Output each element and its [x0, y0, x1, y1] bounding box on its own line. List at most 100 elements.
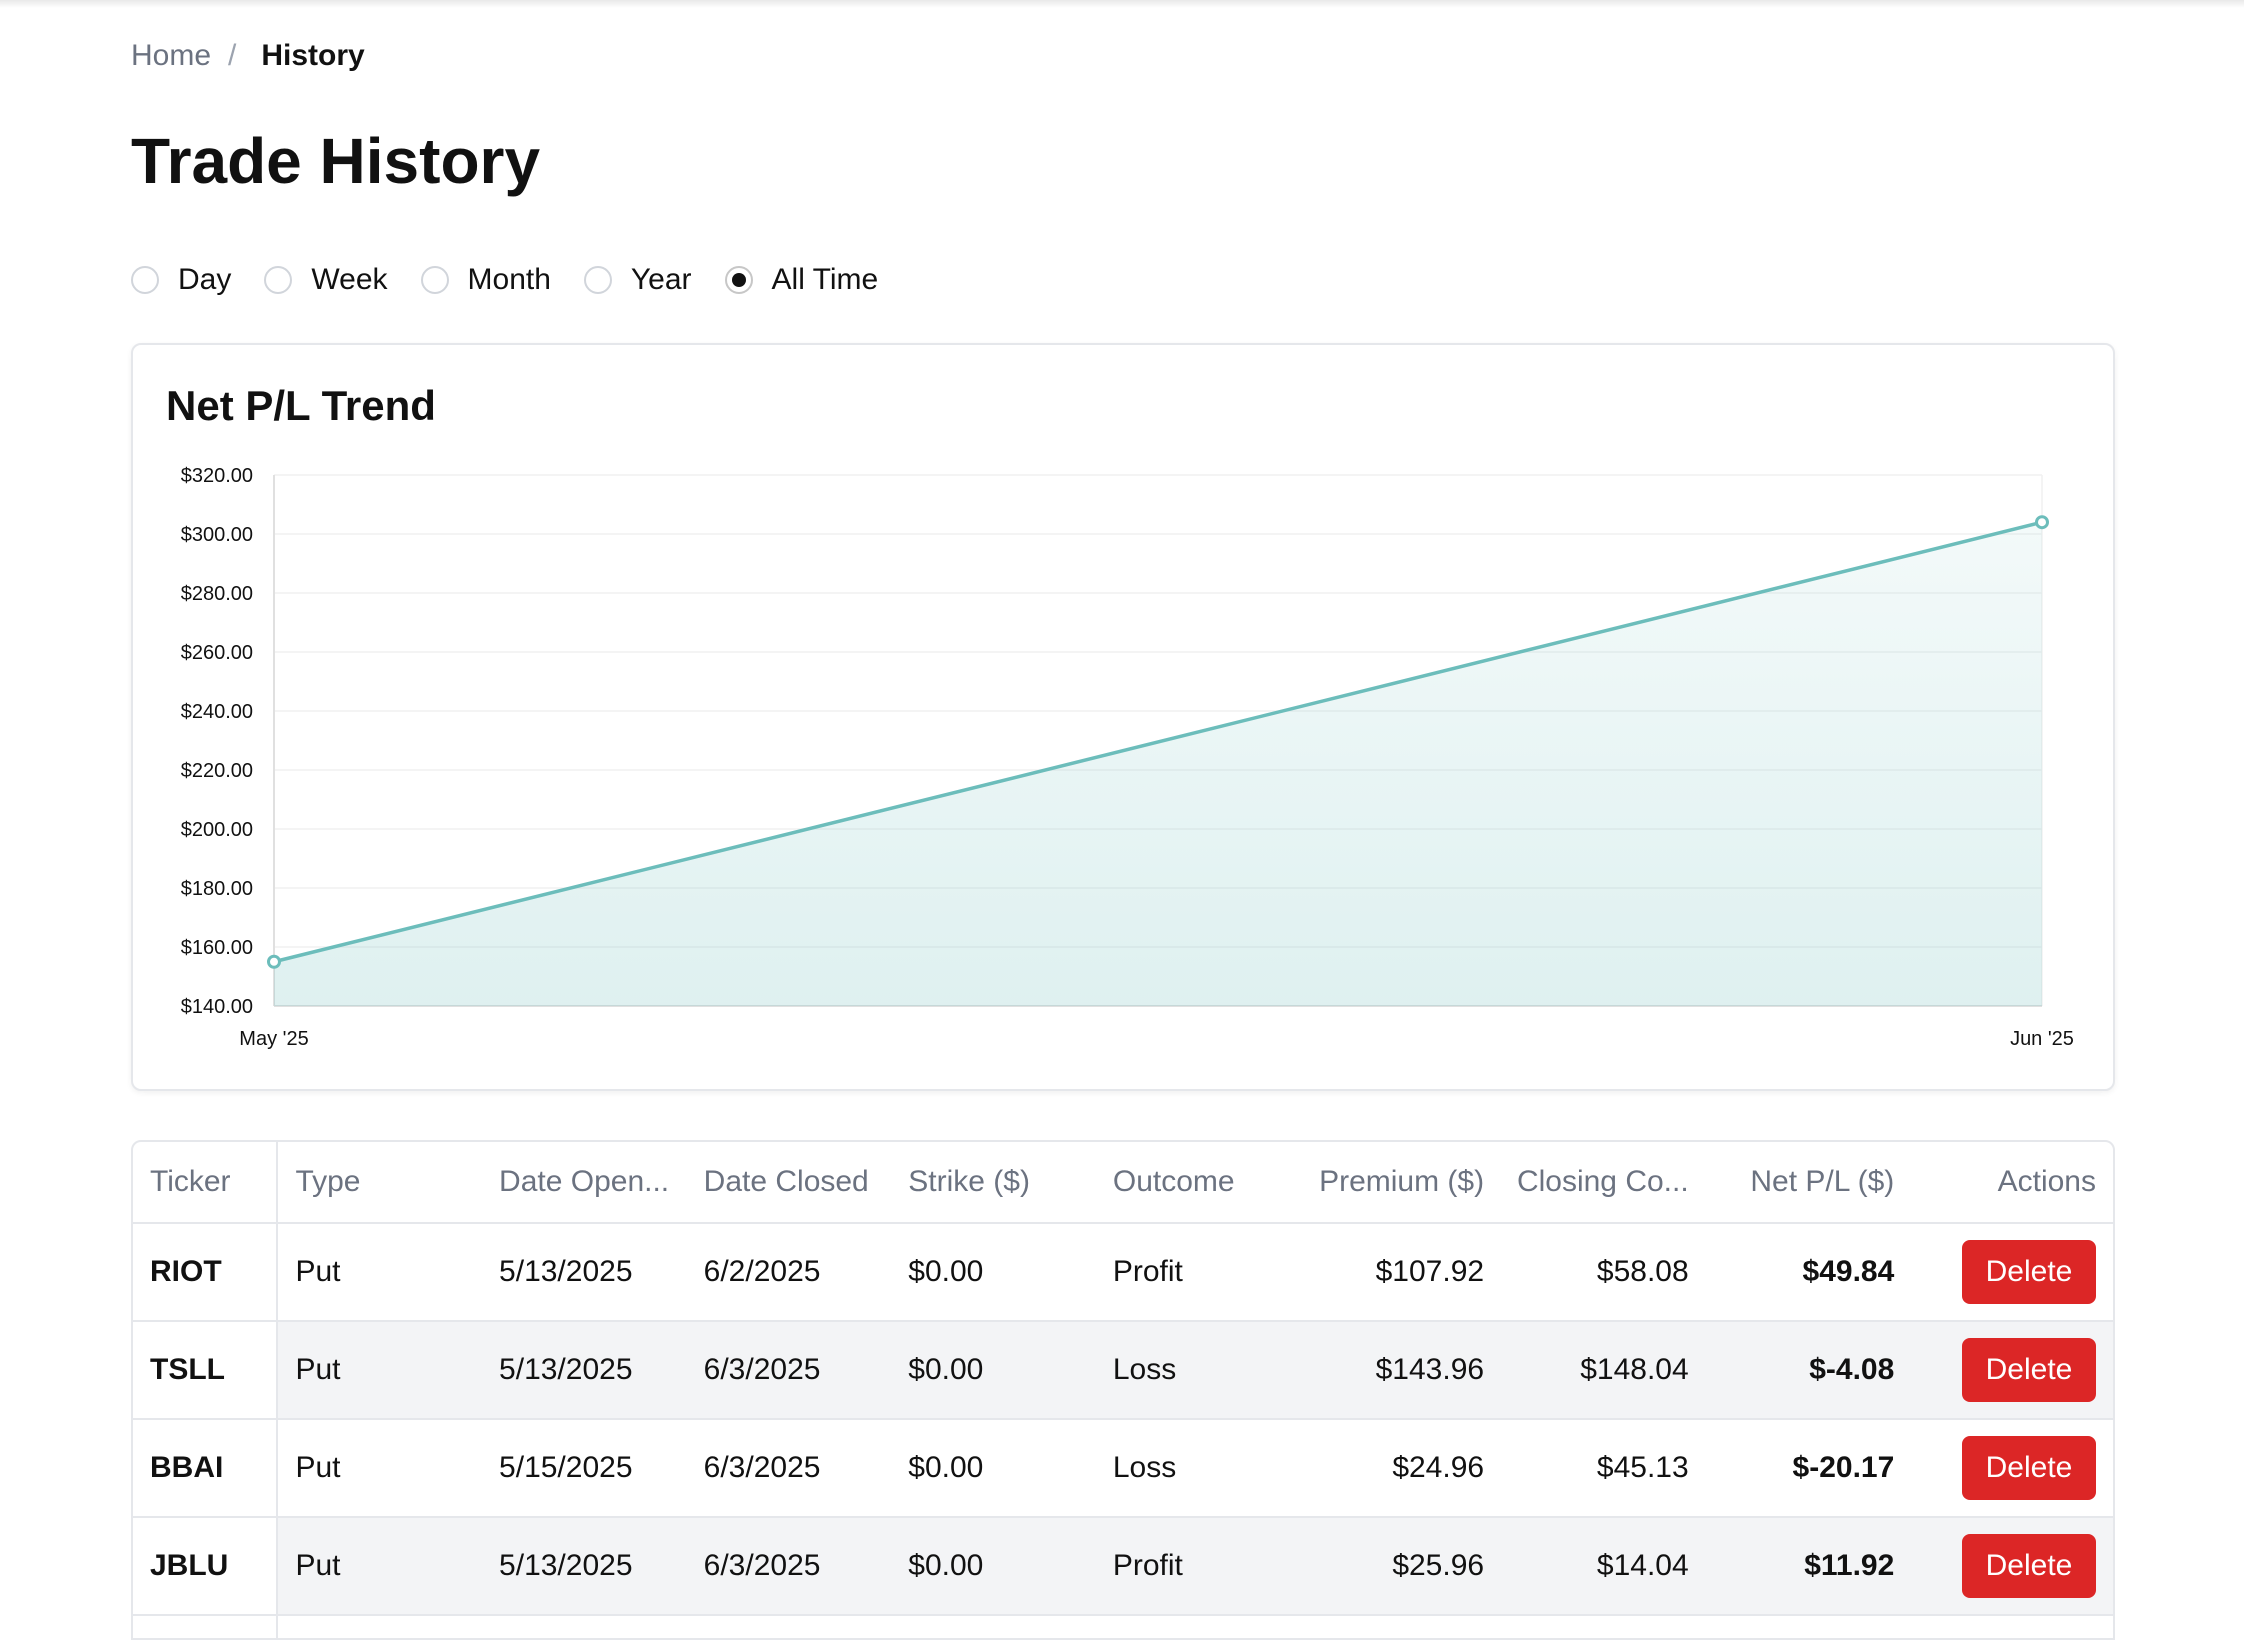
cell-outcome: Loss	[1095, 1321, 1287, 1420]
cell-date-closed: 6/3/2025	[686, 1321, 892, 1420]
cell-actions: Delete	[1911, 1321, 2113, 1420]
breadcrumb-home-link[interactable]: Home	[131, 39, 212, 72]
header-net-pl[interactable]: Net P/L ($)	[1705, 1142, 1912, 1224]
chart-title: Net P/L Trend	[166, 382, 436, 429]
header-strike[interactable]: Strike ($)	[891, 1142, 1096, 1224]
cell-empty	[891, 1615, 1096, 1638]
header-ticker[interactable]: Ticker	[133, 1142, 279, 1224]
cell-empty	[482, 1615, 687, 1638]
y-tick-label: $300.00	[181, 524, 253, 546]
header-premium[interactable]: Premium ($)	[1286, 1142, 1502, 1224]
y-tick-label: $260.00	[181, 642, 253, 664]
header-outcome[interactable]: Outcome	[1095, 1142, 1287, 1224]
range-label-all-time: All Time	[771, 263, 879, 296]
cell-net-pl: $49.84	[1705, 1223, 1912, 1322]
cell-net-pl: $11.92	[1705, 1517, 1912, 1616]
data-point	[2035, 515, 2049, 530]
cell-type: Put	[277, 1321, 483, 1420]
area-fill	[274, 522, 2042, 1006]
y-tick-label: $280.00	[181, 583, 253, 605]
cell-date-opened: 5/13/2025	[482, 1517, 687, 1616]
cell-strike: $0.00	[891, 1223, 1096, 1322]
cell-ticker: JBLU	[133, 1517, 279, 1616]
cell-outcome: Loss	[1095, 1419, 1287, 1518]
trade-history-table: Ticker Type Date Open... Date Closed Str…	[131, 1140, 2115, 1640]
cell-date-opened: 5/15/2025	[482, 1419, 687, 1518]
cell-net-pl: $-20.17	[1705, 1419, 1912, 1518]
table-header-row: Ticker Type Date Open... Date Closed Str…	[133, 1142, 2113, 1224]
series-line	[273, 520, 2043, 964]
breadcrumb: Home / History	[131, 38, 365, 74]
range-option-day[interactable]: Day	[131, 262, 231, 298]
y-tick-label: $200.00	[181, 819, 253, 841]
header-date-closed[interactable]: Date Closed	[686, 1142, 892, 1224]
cell-ticker: RIOT	[133, 1223, 279, 1322]
table-row: BBAI Put 5/15/2025 6/3/2025 $0.00 Loss $…	[133, 1419, 2113, 1518]
cell-date-closed: 6/2/2025	[686, 1223, 892, 1322]
x-tick-label: Jun '25	[2010, 1028, 2074, 1050]
header-closing-cost[interactable]: Closing Co...	[1501, 1142, 1706, 1224]
cell-strike: $0.00	[891, 1321, 1096, 1420]
cell-type	[277, 1615, 483, 1638]
y-tick-label: $140.00	[181, 996, 253, 1018]
cell-empty	[1705, 1615, 1912, 1638]
radio-year[interactable]	[583, 266, 612, 294]
cell-date-closed: 6/3/2025	[686, 1517, 892, 1616]
cell-strike: $0.00	[891, 1419, 1096, 1518]
header-type[interactable]: Type	[277, 1142, 483, 1224]
page-title: Trade History	[131, 125, 541, 197]
delete-button[interactable]: Delete	[1962, 1338, 2096, 1402]
radio-week[interactable]	[264, 266, 293, 294]
range-label-month: Month	[467, 263, 551, 296]
cell-strike: $0.00	[891, 1517, 1096, 1616]
net-pl-chart: $320.00 $300.00 $280.00 $260.00 $240.00 $220.…	[181, 465, 2074, 1050]
range-option-month[interactable]: Month	[420, 262, 551, 298]
radio-month[interactable]	[420, 266, 449, 294]
cell-premium: $25.96	[1286, 1517, 1502, 1616]
cell-ticker	[133, 1615, 279, 1638]
cell-premium: $107.92	[1286, 1223, 1502, 1322]
range-option-year[interactable]: Year	[583, 262, 692, 298]
breadcrumb-current: History	[261, 39, 365, 72]
cell-outcome: Profit	[1095, 1223, 1287, 1322]
data-point	[267, 954, 281, 969]
table-row: RIOT Put 5/13/2025 6/2/2025 $0.00 Profit…	[133, 1223, 2113, 1322]
cell-empty	[686, 1615, 892, 1638]
header-date-opened[interactable]: Date Open...	[482, 1142, 687, 1224]
range-option-week[interactable]: Week	[264, 262, 388, 298]
range-option-all-time[interactable]: All Time	[724, 262, 879, 298]
header-actions: Actions	[1911, 1142, 2113, 1224]
cell-type: Put	[277, 1223, 483, 1322]
range-label-year: Year	[630, 263, 692, 296]
radio-selected-dot	[731, 273, 746, 287]
breadcrumb-separator: /	[228, 39, 237, 72]
net-pl-trend-card: Net P/L Trend $320.00 $300.00 $280.00 $260.…	[131, 343, 2115, 1091]
cell-ticker: TSLL	[133, 1321, 279, 1420]
table-row: JBLU Put 5/13/2025 6/3/2025 $0.00 Profit…	[133, 1517, 2113, 1616]
time-range-filter: Day Week Month Year All Time	[131, 256, 911, 304]
cell-actions: Delete	[1911, 1517, 2113, 1616]
range-label-week: Week	[311, 263, 388, 296]
cell-premium: $143.96	[1286, 1321, 1502, 1420]
cell-type: Put	[277, 1517, 483, 1616]
cell-closing-cost: $45.13	[1501, 1419, 1706, 1518]
cell-type: Put	[277, 1419, 483, 1518]
delete-button[interactable]: Delete	[1962, 1436, 2096, 1500]
cell-closing-cost: $148.04	[1501, 1321, 1706, 1420]
cell-actions: Delete	[1911, 1223, 2113, 1322]
cell-date-closed: 6/3/2025	[686, 1419, 892, 1518]
cell-outcome: Profit	[1095, 1517, 1287, 1616]
y-tick-label: $240.00	[181, 701, 253, 723]
table-row-partial	[133, 1615, 2113, 1638]
radio-day[interactable]	[131, 266, 159, 294]
table-row: TSLL Put 5/13/2025 6/3/2025 $0.00 Loss $…	[133, 1321, 2113, 1420]
delete-button[interactable]: Delete	[1962, 1240, 2096, 1304]
cell-actions: Delete	[1911, 1419, 2113, 1518]
cell-empty	[1911, 1615, 2113, 1638]
radio-all-time[interactable]	[724, 266, 753, 294]
cell-date-opened: 5/13/2025	[482, 1321, 687, 1420]
cell-closing-cost: $14.04	[1501, 1517, 1706, 1616]
delete-button[interactable]: Delete	[1962, 1534, 2096, 1598]
y-tick-label: $180.00	[181, 878, 253, 900]
cell-net-pl: $-4.08	[1705, 1321, 1912, 1420]
